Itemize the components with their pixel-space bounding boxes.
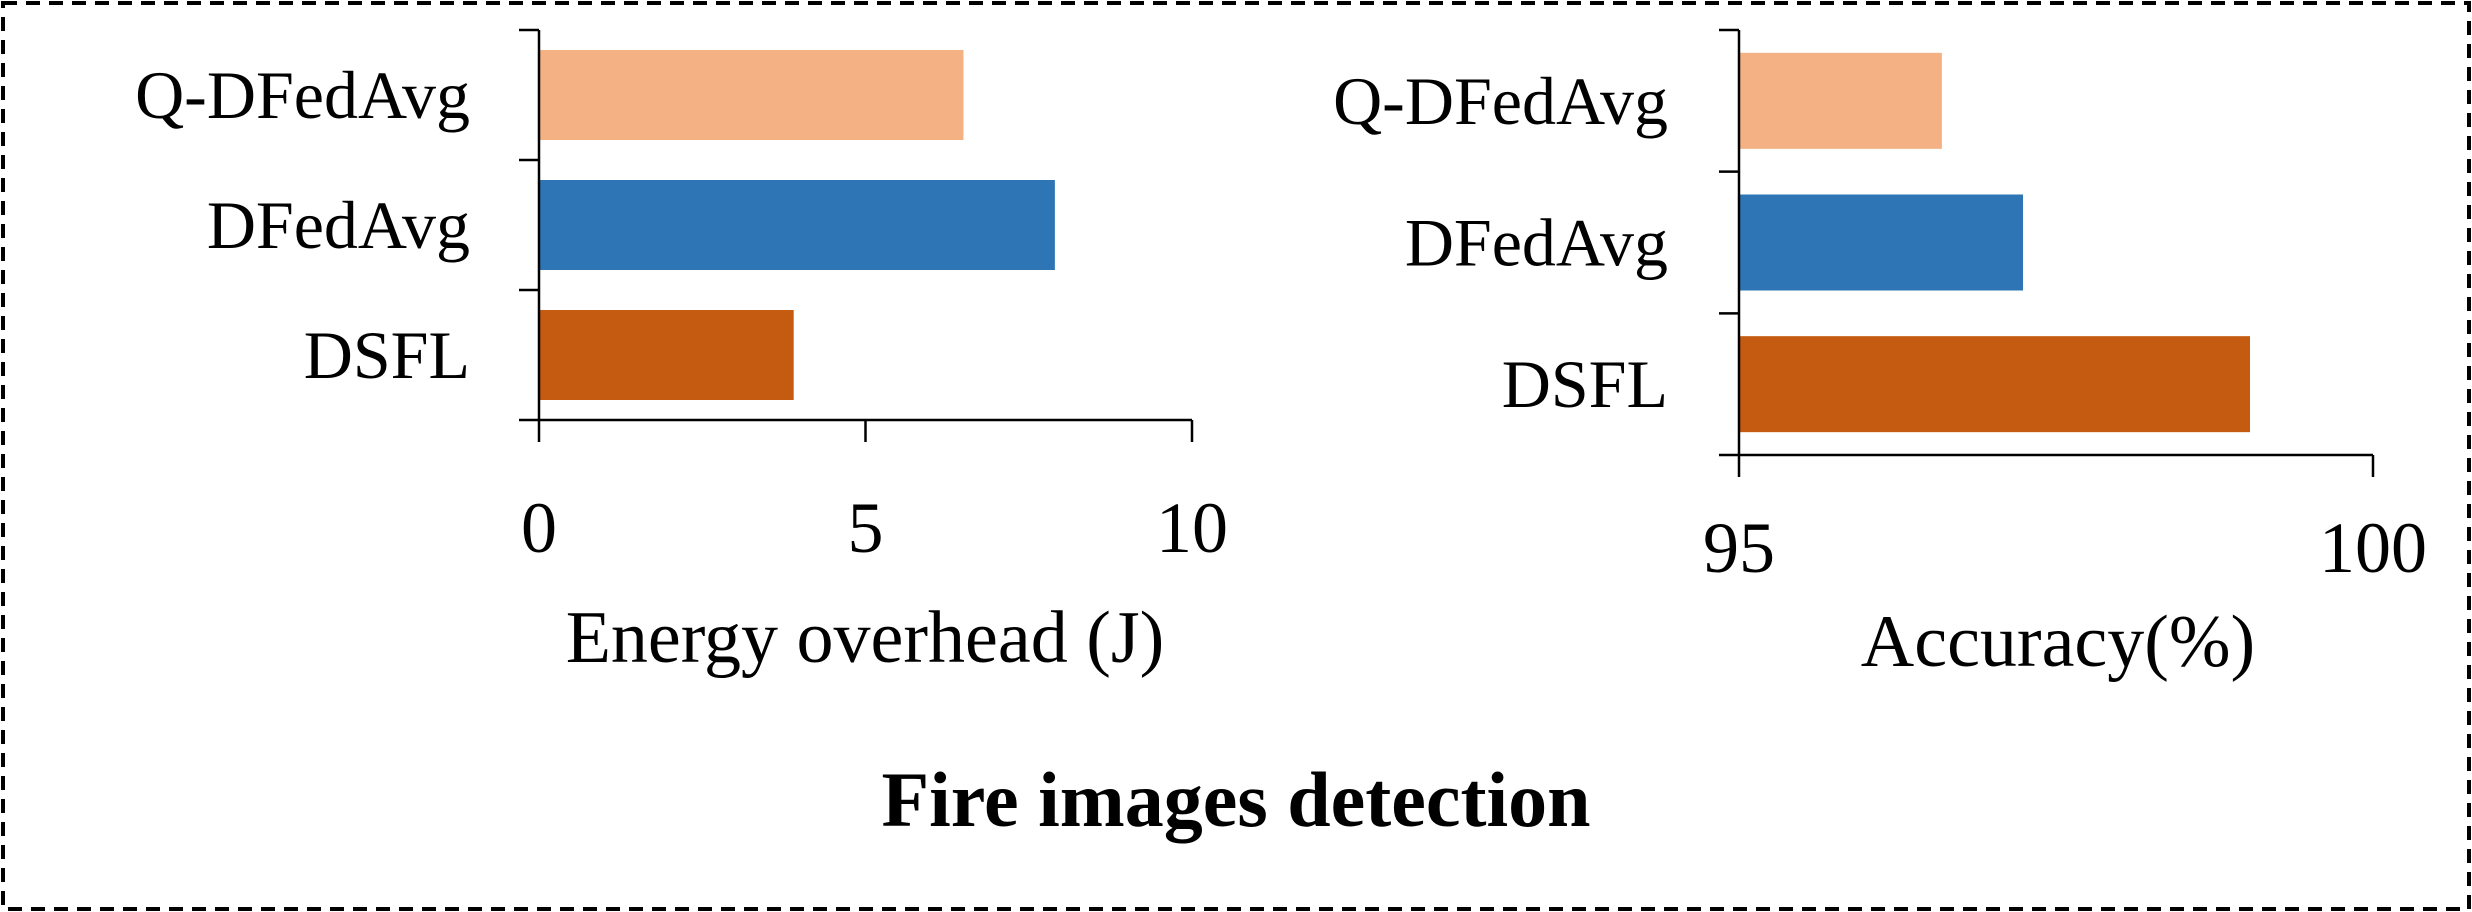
energy-x-tick-label: 0 [521,488,557,568]
accuracy-chart: Q-DFedAvg DFedAvg DSFL 95 100 Accuracy(%) [1333,28,2427,683]
accuracy-x-tick-label: 95 [1703,508,1775,588]
accuracy-x-tick-label: 100 [2319,508,2427,588]
accuracy-bar-dsfl [1739,336,2251,433]
energy-category-label: DFedAvg [207,187,470,263]
figure-caption: Fire images detection [881,756,1591,843]
accuracy-bar-q-dfedavg [1739,52,1942,149]
energy-x-tick-label: 5 [848,488,884,568]
accuracy-category-label: DFedAvg [1405,205,1668,281]
accuracy-x-axis-label: Accuracy(%) [1861,601,2255,683]
energy-x-tick-label: 10 [1156,488,1228,568]
energy-category-label: DSFL [304,317,470,393]
energy-bar-dfedavg [539,180,1055,270]
energy-x-axis-label: Energy overhead (J) [566,597,1165,679]
energy-bar-q-dfedavg [539,50,964,140]
accuracy-bar-dfedavg [1739,194,2024,291]
accuracy-category-label: Q-DFedAvg [1333,63,1668,139]
energy-bar-dsfl [539,310,794,400]
energy-chart: Q-DFedAvg DFedAvg DSFL 0 5 10 Energy overhead … [135,28,1228,679]
energy-category-label: Q-DFedAvg [135,57,470,133]
accuracy-category-label: DSFL [1502,346,1668,422]
